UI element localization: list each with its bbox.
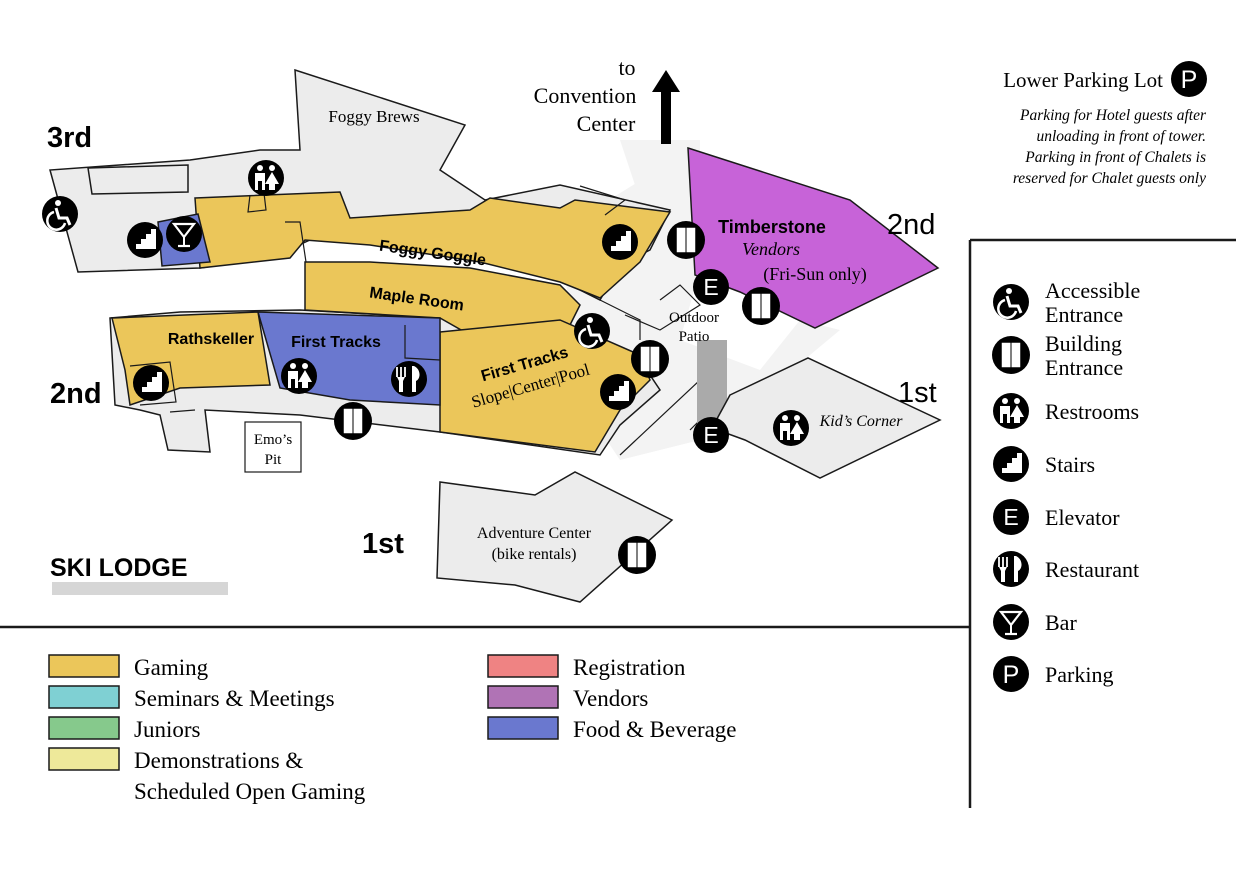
stairs-icon [602, 224, 638, 260]
accessible-icon [572, 311, 612, 351]
legend-swatch [48, 654, 120, 678]
restaurant-icon [390, 360, 428, 398]
patio-label: Patio [679, 329, 710, 345]
legend-label: Vendors [573, 686, 648, 711]
accessible-icon [991, 282, 1031, 322]
parking-note-line-2: unloading in front of tower. [1036, 128, 1206, 145]
icon-legend-label: Bar [1045, 610, 1077, 635]
room-rathskeller: Rathskeller [168, 331, 254, 348]
building-entrance-icon [991, 335, 1031, 375]
foggy-goggle-area [194, 191, 672, 299]
legend-label: Scheduled Open Gaming [134, 779, 366, 804]
room-timberstone-days: (Fri-Sun only) [763, 264, 867, 285]
parking-icon [1171, 61, 1207, 97]
parking-note: Lower Parking Lot Parking for Hotel gues… [1003, 68, 1207, 187]
restrooms-icon [773, 410, 809, 446]
legend-swatch [48, 716, 120, 740]
stairs-icon [127, 222, 163, 258]
emos-pit-area [244, 421, 302, 473]
outdoor-label: Outdoor [669, 310, 719, 326]
legend-label: Food & Beverage [573, 717, 737, 742]
floor-label-2nd-left: 2nd [50, 378, 102, 410]
icon-legend-label: Restrooms [1045, 399, 1139, 424]
frame-lines [0, 238, 1236, 808]
color-legend: Gaming Seminars & Meetings Juniors Demonstr… [48, 654, 737, 804]
icon-legend-label: Entrance [1045, 355, 1123, 380]
parking-note-line-3: Parking in front of Chalets is [1024, 149, 1206, 166]
legend-label: Juniors [134, 717, 201, 742]
title-underline [52, 582, 228, 595]
gaming-areas [111, 191, 672, 453]
adventure-center-label: Adventure Center [477, 525, 592, 542]
center-label: Center [577, 111, 636, 136]
icon-legend-label: Stairs [1045, 452, 1095, 477]
elevator-icon [993, 499, 1029, 535]
bar-icon [991, 602, 1031, 642]
icon-legend-label: Entrance [1045, 302, 1123, 327]
icon-legend-label: Parking [1045, 662, 1113, 687]
stairs-icon [600, 374, 636, 410]
emos-label: Emo’s [254, 432, 292, 448]
room-first-tracks-fb: First Tracks [291, 334, 381, 351]
ski-lodge-title: SKI LODGE [50, 554, 188, 582]
bar-icon [164, 214, 204, 254]
accessible-icon [40, 194, 80, 234]
legend-swatch [48, 747, 120, 771]
icon-legend-label: Elevator [1045, 505, 1120, 530]
room-timberstone-vendors: Vendors [742, 239, 800, 259]
building-entrance-icon [617, 535, 657, 575]
pit-label: Pit [265, 452, 283, 468]
parking-note-line-4: reserved for Chalet guests only [1013, 170, 1206, 187]
restaurant-icon [992, 550, 1030, 588]
elevator-icon [693, 269, 729, 305]
parking-icon [993, 656, 1029, 692]
legend-label: Demonstrations & [134, 748, 303, 773]
restrooms-icon [993, 393, 1029, 429]
stairs-icon [993, 446, 1029, 482]
parking-note-line-1: Parking for Hotel guests after [1019, 107, 1207, 124]
restrooms-icon [248, 160, 284, 196]
building-entrance-icon [741, 286, 781, 326]
parking-title: Lower Parking Lot [1003, 68, 1163, 92]
legend-label: Gaming [134, 655, 209, 680]
elevator-icon [693, 417, 729, 453]
legend-swatch [48, 685, 120, 709]
icon-legend-label: Building [1045, 331, 1122, 356]
floor-label-2nd-right: 2nd [887, 209, 935, 241]
timberstone-area [687, 146, 940, 329]
legend-label: Registration [573, 655, 686, 680]
icon-legend-label: Restaurant [1045, 557, 1139, 582]
room-timberstone: Timberstone [718, 217, 826, 237]
icon-legend-label: Accessible [1045, 278, 1140, 303]
building-entrance-icon [333, 401, 373, 441]
legend-swatch [487, 716, 559, 740]
building-entrance-icon [630, 339, 670, 379]
bike-rentals-label: (bike rentals) [492, 546, 577, 563]
stairs-icon [133, 365, 169, 401]
room-kids-corner: Kid’s Corner [819, 413, 904, 430]
convention-label: Convention [534, 83, 637, 108]
building-entrance-icon [666, 220, 706, 260]
room-foggy-brews: Foggy Brews [328, 107, 419, 126]
floor-label-1st-right: 1st [898, 377, 937, 409]
floor-label-1st-bottom: 1st [362, 528, 404, 560]
floor-label-3rd: 3rd [47, 122, 92, 154]
legend-label: Seminars & Meetings [134, 686, 335, 711]
restrooms-icon [281, 358, 317, 394]
north-arrow [652, 70, 680, 144]
legend-swatch [487, 685, 559, 709]
icon-legend: AccessibleEntranceBuildingEntranceRestro… [991, 278, 1140, 692]
legend-swatch [487, 654, 559, 678]
to-label: to [618, 55, 635, 80]
